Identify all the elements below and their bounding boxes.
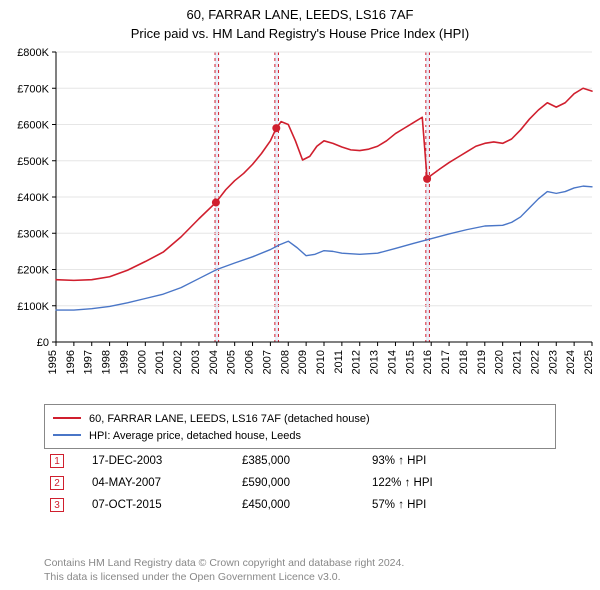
transaction-row: 3 07-OCT-2015£450,00057% ↑ HPI <box>44 494 556 516</box>
xtick-label: 2012 <box>351 350 363 374</box>
ytick-label: £200K <box>17 265 49 277</box>
event-dot <box>423 175 431 183</box>
legend-box: 60, FARRAR LANE, LEEDS, LS16 7AF (detach… <box>44 404 556 449</box>
transaction-price: £450,000 <box>242 499 372 511</box>
xtick-label: 1997 <box>83 350 95 374</box>
xtick-label: 2015 <box>404 350 416 374</box>
xtick-label: 2007 <box>261 350 273 374</box>
chart-svg: £0 £100K £200K £300K £400K £500K £600K £700K £80… <box>0 46 600 398</box>
ytick-label: £400K <box>17 192 49 204</box>
chart-title-line2: Price paid vs. HM Land Registry's House … <box>0 24 600 41</box>
xtick-label: 2009 <box>297 350 309 374</box>
xtick-label: 2013 <box>369 350 381 374</box>
xtick-label: 2021 <box>512 350 524 374</box>
transactions-table: 1 17-DEC-2003£385,00093% ↑ HPI 2 04-MAY-200… <box>44 450 556 516</box>
transaction-ratio: 57% ↑ HPI <box>372 499 512 511</box>
transaction-date: 04-MAY-2007 <box>92 477 242 489</box>
xtick-label: 2025 <box>583 350 595 374</box>
footer-line2: This data is licensed under the Open Gov… <box>44 570 556 584</box>
series-hpi <box>56 186 592 310</box>
chart-container: 60, FARRAR LANE, LEEDS, LS16 7AF Price p… <box>0 0 600 590</box>
xtick-label: 2008 <box>279 350 291 374</box>
ytick-label: £0 <box>37 337 49 349</box>
chart-title-line1: 60, FARRAR LANE, LEEDS, LS16 7AF <box>0 0 600 24</box>
series-property <box>56 88 592 280</box>
xtick-label: 2004 <box>208 350 220 374</box>
ytick-label: £700K <box>17 83 49 95</box>
transaction-ratio: 93% ↑ HPI <box>372 455 512 467</box>
transaction-row: 1 17-DEC-2003£385,00093% ↑ HPI <box>44 450 556 472</box>
legend-swatch <box>53 434 81 436</box>
xtick-label: 2011 <box>333 350 345 374</box>
legend-label: 60, FARRAR LANE, LEEDS, LS16 7AF (detach… <box>89 411 370 428</box>
xtick-label: 2002 <box>172 350 184 374</box>
xtick-label: 1995 <box>47 350 59 374</box>
transaction-row: 2 04-MAY-2007£590,000122% ↑ HPI <box>44 472 556 494</box>
legend-swatch <box>53 417 81 419</box>
footer-attribution: Contains HM Land Registry data © Crown c… <box>44 556 556 584</box>
chart-plot-area: £0 £100K £200K £300K £400K £500K £600K £700K £80… <box>0 46 600 398</box>
xtick-label: 2000 <box>136 350 148 374</box>
xtick-label: 2016 <box>422 350 434 374</box>
xtick-label: 2005 <box>226 350 238 374</box>
ytick-label: £300K <box>17 228 49 240</box>
transaction-date: 17-DEC-2003 <box>92 455 242 467</box>
transaction-price: £590,000 <box>242 477 372 489</box>
transaction-marker: 2 <box>50 476 64 490</box>
legend-row: HPI: Average price, detached house, Leed… <box>53 428 547 445</box>
xtick-label: 2024 <box>565 350 577 374</box>
transaction-marker: 1 <box>50 454 64 468</box>
transaction-marker: 3 <box>50 498 64 512</box>
ytick-label: £600K <box>17 120 49 132</box>
xtick-label: 2001 <box>154 350 166 374</box>
xtick-label: 2014 <box>386 350 398 374</box>
xtick-label: 2006 <box>244 350 256 374</box>
xtick-label: 1999 <box>118 350 130 374</box>
footer-line1: Contains HM Land Registry data © Crown c… <box>44 556 556 570</box>
transaction-ratio: 122% ↑ HPI <box>372 477 512 489</box>
xtick-label: 2017 <box>440 350 452 374</box>
transaction-price: £385,000 <box>242 455 372 467</box>
xtick-label: 2018 <box>458 350 470 374</box>
ytick-label: £800K <box>17 47 49 59</box>
xtick-label: 2022 <box>529 350 541 374</box>
xtick-label: 2020 <box>494 350 506 374</box>
transaction-date: 07-OCT-2015 <box>92 499 242 511</box>
xtick-label: 2019 <box>476 350 488 374</box>
xtick-label: 2003 <box>190 350 202 374</box>
xtick-label: 2010 <box>315 350 327 374</box>
xtick-label: 1996 <box>65 350 77 374</box>
event-dot <box>212 198 220 206</box>
legend-row: 60, FARRAR LANE, LEEDS, LS16 7AF (detach… <box>53 411 547 428</box>
xtick-label: 1998 <box>101 350 113 374</box>
ytick-label: £100K <box>17 301 49 313</box>
legend-label: HPI: Average price, detached house, Leed… <box>89 428 301 445</box>
event-dot <box>272 124 280 132</box>
xtick-label: 2023 <box>547 350 559 374</box>
ytick-label: £500K <box>17 156 49 168</box>
